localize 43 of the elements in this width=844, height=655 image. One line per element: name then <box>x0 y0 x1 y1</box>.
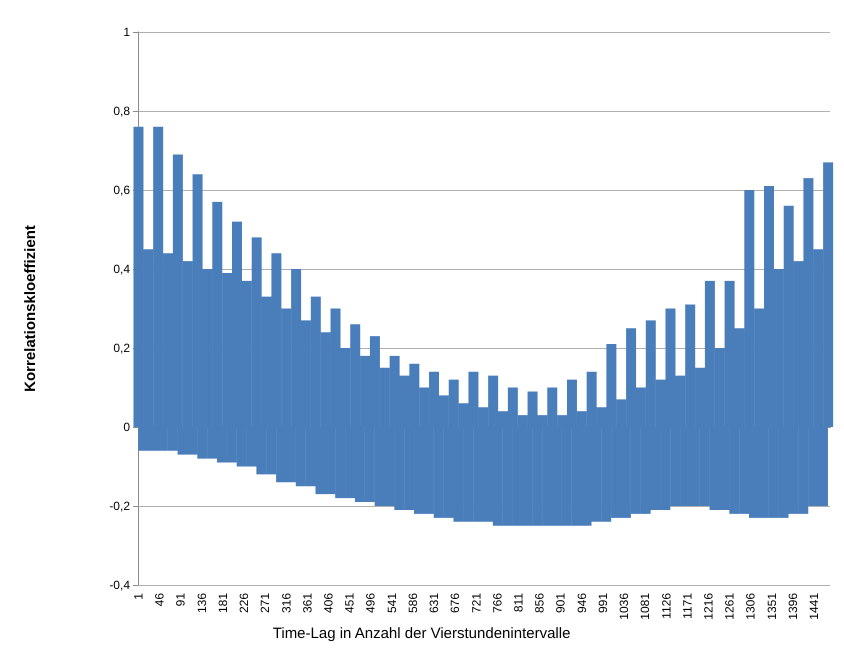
x-tick-label: 901 <box>554 592 568 614</box>
x-tick-label: 46 <box>152 592 167 606</box>
y-tick-label: 0,2 <box>113 341 130 355</box>
x-tick-label: 811 <box>511 592 526 612</box>
y-tick-label: 0,6 <box>113 183 130 197</box>
x-tick-label: 1216 <box>701 592 716 620</box>
x-tick-label: 586 <box>406 592 420 614</box>
x-tick-label: 1306 <box>744 592 758 620</box>
x-tick-label: 181 <box>216 592 230 614</box>
y-tick-label: 1 <box>123 25 130 39</box>
x-tick-label: 721 <box>469 592 484 614</box>
y-tick-label: 0 <box>123 420 130 434</box>
x-tick-label: 1396 <box>786 592 800 620</box>
x-axis-title: Time-Lag in Anzahl der Vierstundenintervalle <box>272 625 570 642</box>
x-tick-label: 406 <box>321 592 336 614</box>
x-tick-label: 1126 <box>659 592 674 619</box>
x-tick-label: 1036 <box>617 592 632 620</box>
x-tick-label: 1351 <box>764 592 779 620</box>
x-tick-label: 1441 <box>807 592 822 620</box>
x-tick-label: 1 <box>131 592 146 600</box>
x-tick-label: 766 <box>490 592 504 614</box>
x-tick-label: 1171 <box>680 592 694 619</box>
x-tick-label: 451 <box>342 592 357 614</box>
x-tick-label: 496 <box>364 592 378 614</box>
x-tick-label: 136 <box>194 592 209 614</box>
x-tick-label: 1081 <box>638 592 652 620</box>
x-tick-label: 856 <box>532 592 547 614</box>
y-tick-label: -0,4 <box>109 578 130 592</box>
x-tick-label: 631 <box>427 592 442 614</box>
x-tick-label: 316 <box>279 592 294 614</box>
x-tick-label: 541 <box>384 592 399 614</box>
x-tick-label: 946 <box>574 592 589 614</box>
x-tick-label: 676 <box>448 592 462 614</box>
x-tick-label: 271 <box>258 592 272 614</box>
y-tick-label: 0,8 <box>113 104 130 118</box>
x-tick-label: 226 <box>237 592 252 614</box>
x-tick-label: 1261 <box>722 592 737 620</box>
y-tick-label: 0,4 <box>113 262 130 276</box>
x-tick-label: 361 <box>300 592 314 614</box>
x-tick-label: 91 <box>174 592 188 606</box>
y-tick-label: -0,2 <box>109 499 130 513</box>
x-tick-label: 991 <box>596 592 610 614</box>
y-axis-title: Korrelationskloeffizient <box>22 225 39 392</box>
